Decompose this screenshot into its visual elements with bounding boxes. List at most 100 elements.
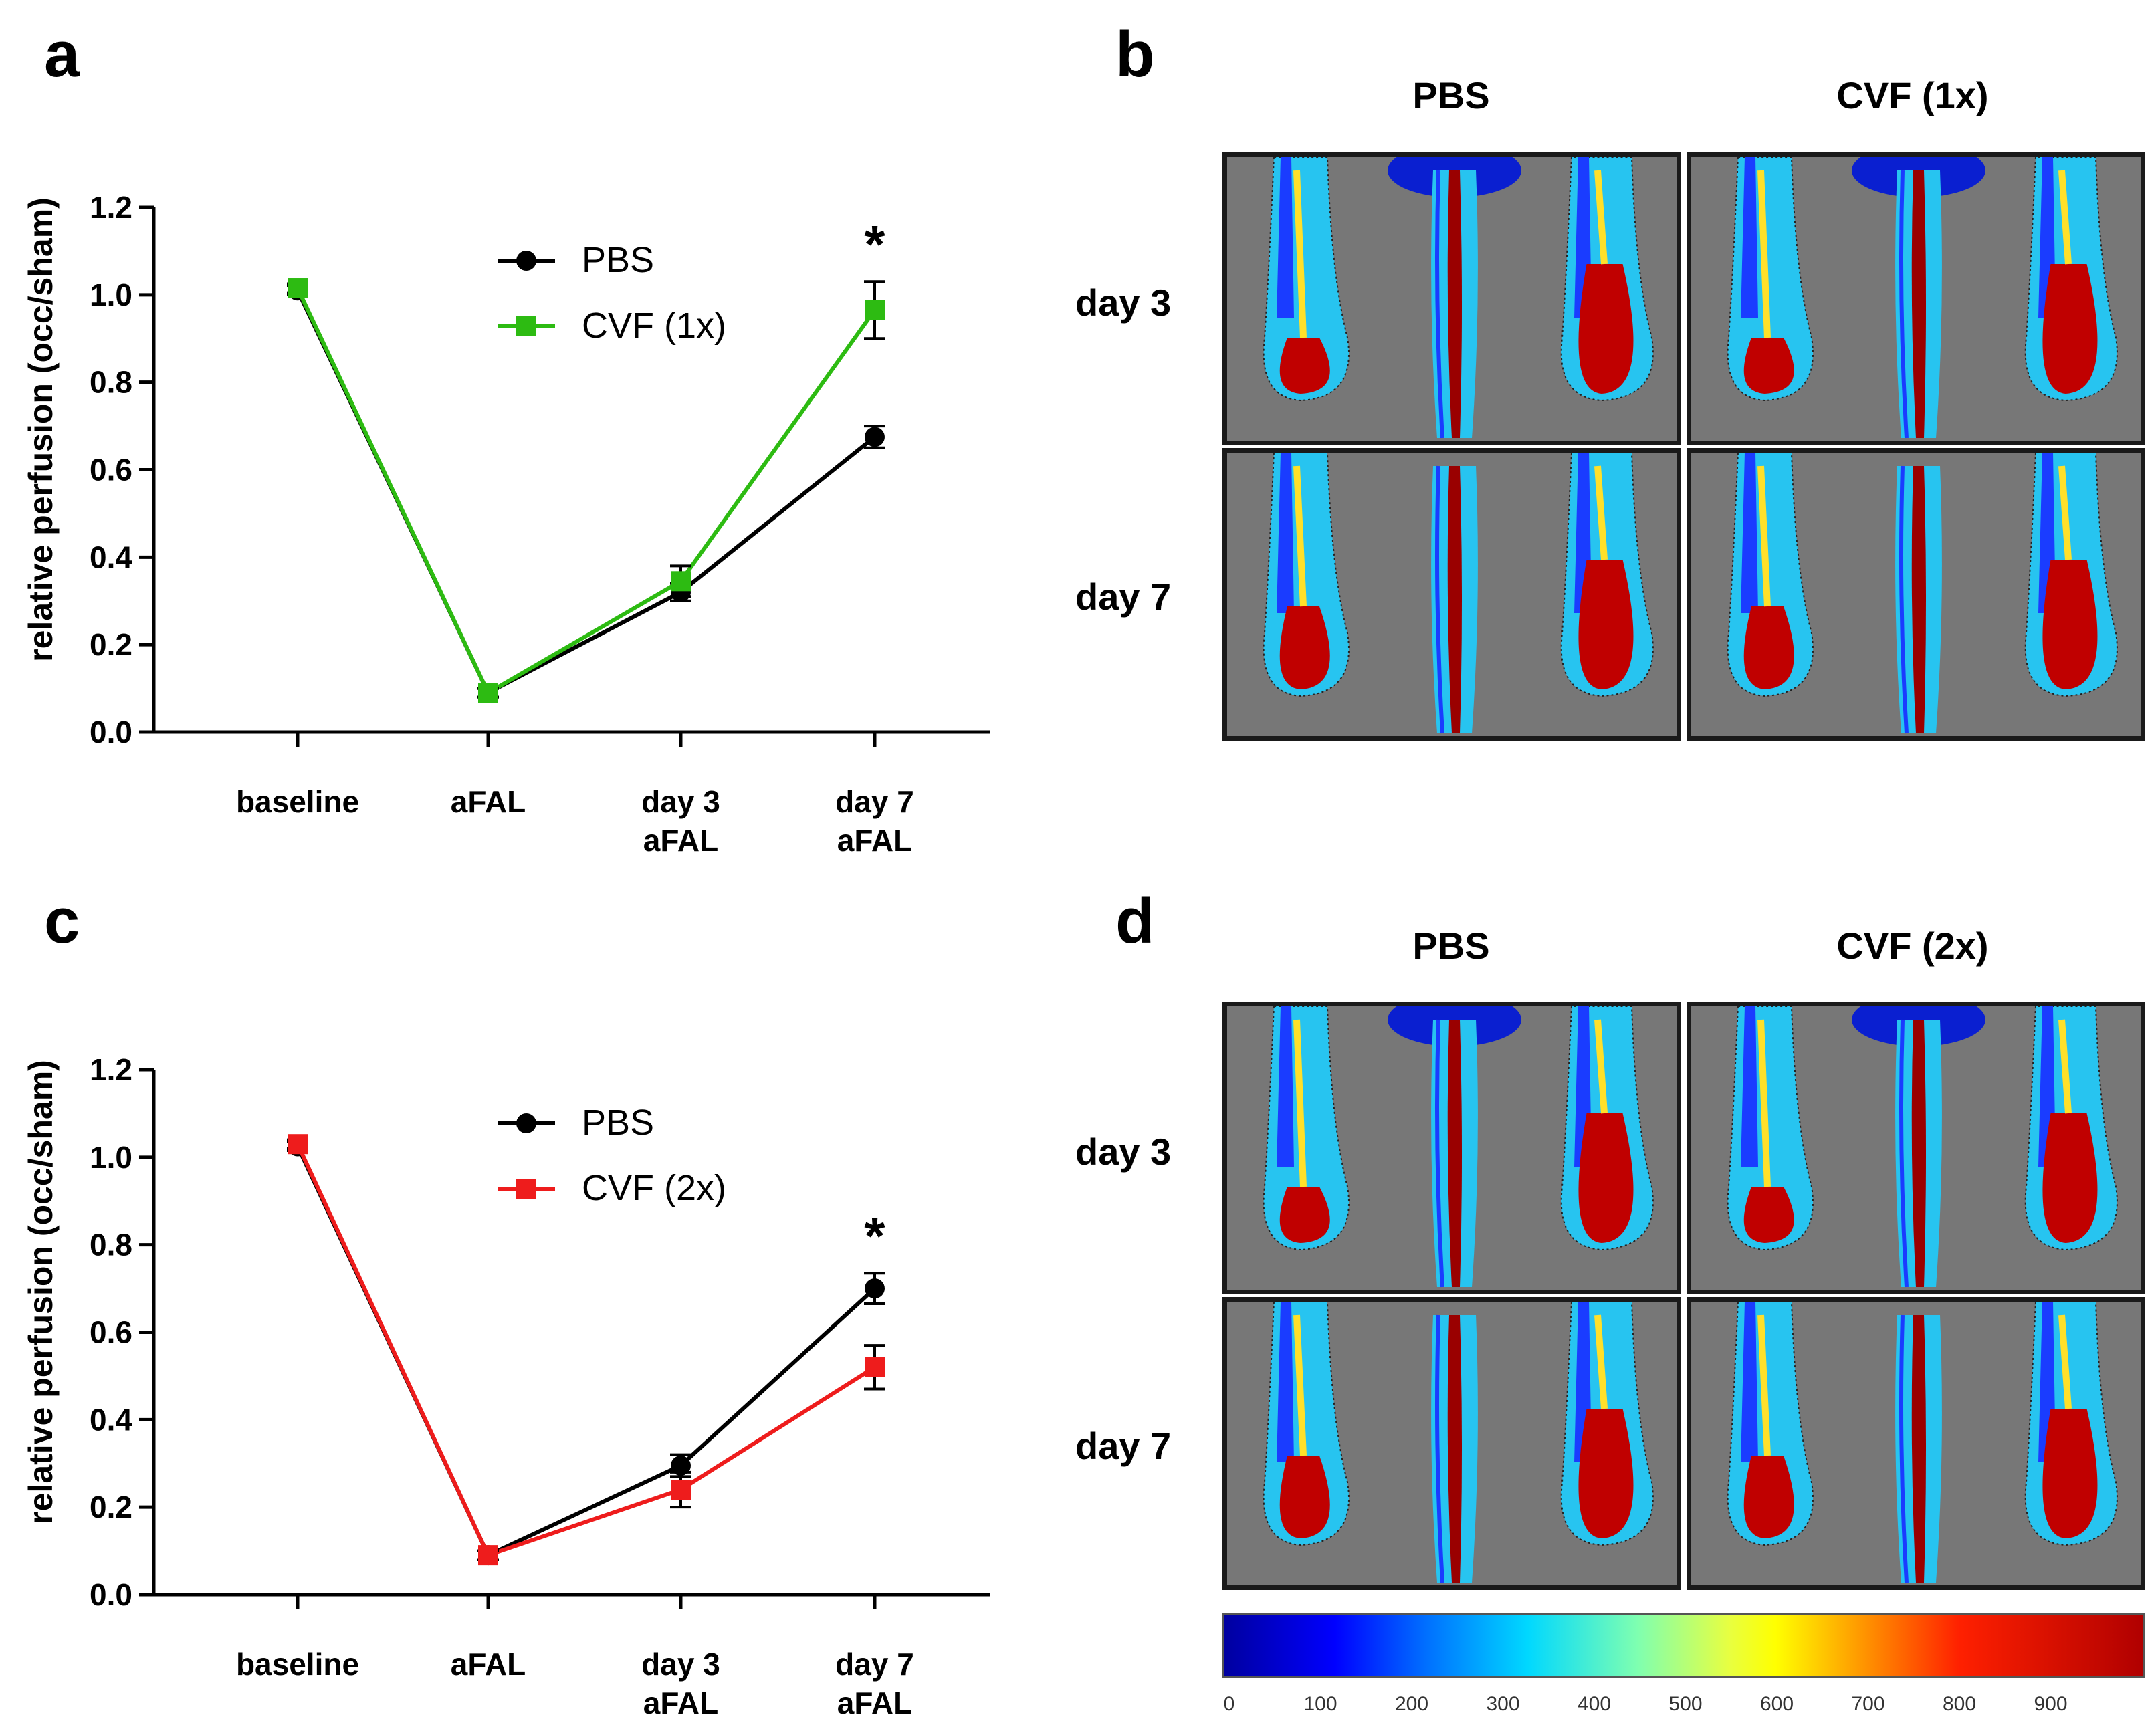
panel-b-row-header-day3: day 3	[1075, 281, 1172, 324]
perfusion-leg-right	[1560, 453, 1654, 697]
chart-a-point	[865, 300, 885, 320]
chart-c-ytick-label: 1.2	[90, 1052, 132, 1087]
perfusion-image-drawing	[1263, 157, 1654, 439]
perfusion-image-b-cvf-day7	[1687, 448, 2145, 741]
chart-c-legend-marker	[516, 1113, 536, 1133]
chart-c-xtick-label: day 7	[835, 1647, 914, 1682]
chart-a-ytick-label: 0.6	[90, 453, 132, 487]
chart-a-legend-marker	[516, 316, 536, 336]
chart-a-xtick-label: aFAL	[643, 823, 718, 858]
chart-a-xtick-label: aFAL	[451, 784, 526, 819]
chart-c-ytick-label: 0.6	[90, 1315, 132, 1350]
chart-c-xtick-label: baseline	[236, 1647, 359, 1682]
panel-label-c: c	[44, 885, 80, 957]
panel-d-col-header-cvf: CVF (2x)	[1836, 925, 1989, 967]
panel-d-col-header-pbs: PBS	[1412, 925, 1490, 967]
chart-c-ytick-label: 0.2	[90, 1490, 132, 1524]
perfusion-leg-left	[1727, 157, 1814, 402]
chart-a-point	[478, 683, 498, 703]
perfusion-image-drawing	[1727, 157, 2118, 439]
panel-b-col-header-cvf: CVF (1x)	[1836, 74, 1989, 116]
chart-c-ytick-label: 0.8	[90, 1228, 132, 1262]
perfusion-tail	[1895, 465, 1942, 734]
perfusion-leg-right	[2024, 453, 2118, 697]
chart-c-point	[671, 1456, 691, 1476]
perfusion-leg-left	[1727, 1006, 1814, 1251]
colorbar-tick-label: 300	[1486, 1693, 1520, 1715]
perfusion-leg-right	[1560, 1302, 1654, 1546]
perfusion-image-d-pbs-day3	[1222, 1002, 1681, 1294]
chart-c-ytick-label: 0.0	[90, 1577, 132, 1612]
chart-a-xtick-label: day 3	[641, 784, 720, 819]
chart-c-point	[288, 1134, 308, 1155]
chart-a-ylabel: relative perfusion (occ/sham)	[22, 197, 60, 662]
chart-a-ytick-label: 1.0	[90, 277, 132, 312]
perfusion-image-drawing	[1727, 1302, 2118, 1583]
chart-c-point	[865, 1357, 885, 1377]
chart-a-ytick-label: 1.2	[90, 190, 132, 225]
perfusion-image-drawing	[1727, 1006, 2118, 1288]
perfusion-tail	[1431, 170, 1478, 439]
perfusion-leg-left	[1727, 1302, 1814, 1546]
colorbar-tick-label: 700	[1851, 1693, 1885, 1715]
perfusion-image-d-pbs-day7	[1222, 1297, 1681, 1590]
perfusion-image-b-cvf-day3	[1687, 152, 2145, 445]
perfusion-tail	[1895, 1019, 1942, 1288]
chart-c-legend-label: PBS	[582, 1103, 654, 1143]
chart-a-ytick-label: 0.0	[90, 715, 132, 750]
panel-d-row-header-day7: day 7	[1075, 1425, 1172, 1467]
chart-c-xtick-label: aFAL	[837, 1686, 912, 1720]
colorbar-tick-label: 600	[1759, 1693, 1794, 1715]
perfusion-tail	[1431, 465, 1478, 734]
chart-c-legend-label: CVF (2x)	[582, 1168, 726, 1208]
colorbar-tick-label: 500	[1668, 1693, 1703, 1715]
chart-a-xtick-label: baseline	[236, 784, 359, 819]
colorbar-tick-label: 0	[1223, 1693, 1235, 1715]
chart-a-legend-marker	[516, 251, 536, 271]
perfusion-tail	[1895, 1314, 1942, 1583]
colorbar-tick-label: 800	[1942, 1693, 1977, 1715]
panel-label-a: a	[44, 19, 80, 90]
chart-a-ytick-label: 0.4	[90, 540, 132, 574]
chart-c-ytick-label: 1.0	[90, 1140, 132, 1175]
perfusion-colorbar	[1222, 1613, 2145, 1678]
chart-a-xtick-label: day 7	[835, 784, 914, 819]
chart-a-point	[671, 571, 691, 592]
perfusion-tail	[1431, 1314, 1478, 1583]
chart-a-ytick-label: 0.2	[90, 627, 132, 662]
chart-c-ylabel: relative perfusion (occ/sham)	[22, 1060, 60, 1524]
perfusion-leg-right	[1560, 157, 1654, 402]
chart-a-point	[288, 278, 308, 299]
panel-b-col-header-pbs: PBS	[1412, 74, 1490, 116]
perfusion-leg-left	[1263, 157, 1350, 402]
perfusion-image-d-cvf-day3	[1687, 1002, 2145, 1294]
panel-d-row-header-day3: day 3	[1075, 1131, 1172, 1173]
chart-c: 0.0 0.2 0.4 0.6 0.8 1.0 1.2 relative perfusion …	[22, 1052, 990, 1720]
chart-a-xtick-label: aFAL	[837, 823, 912, 858]
chart-c-ytick-label: 0.4	[90, 1402, 132, 1437]
panel-label-b: b	[1115, 19, 1155, 90]
colorbar-tick-label: 200	[1394, 1693, 1429, 1715]
perfusion-leg-left	[1263, 1302, 1350, 1546]
perfusion-leg-right	[1560, 1006, 1654, 1251]
perfusion-tail	[1431, 1019, 1478, 1288]
chart-c-xtick-label: day 3	[641, 1647, 720, 1682]
perfusion-leg-right	[2024, 1006, 2118, 1251]
perfusion-image-d-cvf-day7	[1687, 1297, 2145, 1590]
chart-c-xtick-label: aFAL	[643, 1686, 718, 1720]
perfusion-image-drawing	[1263, 1302, 1654, 1583]
chart-a-ytick-label: 0.8	[90, 365, 132, 400]
perfusion-image-b-pbs-day7	[1222, 448, 1681, 741]
colorbar-tick-label: 100	[1303, 1693, 1337, 1715]
perfusion-leg-right	[2024, 1302, 2118, 1546]
chart-a-legend-label: PBS	[582, 240, 654, 280]
perfusion-leg-left	[1727, 453, 1814, 697]
chart-a-legend-label: CVF (1x)	[582, 306, 726, 346]
chart-a-significance-star: *	[864, 215, 885, 274]
perfusion-leg-right	[2024, 157, 2118, 402]
perfusion-leg-left	[1263, 1006, 1350, 1251]
chart-c-point	[865, 1278, 885, 1299]
chart-a: 0.0 0.2 0.4 0.6 0.8 1.0 1.2 relative perfusion …	[22, 190, 990, 858]
panel-label-d: d	[1115, 885, 1155, 957]
panel-b-row-header-day7: day 7	[1075, 576, 1172, 618]
